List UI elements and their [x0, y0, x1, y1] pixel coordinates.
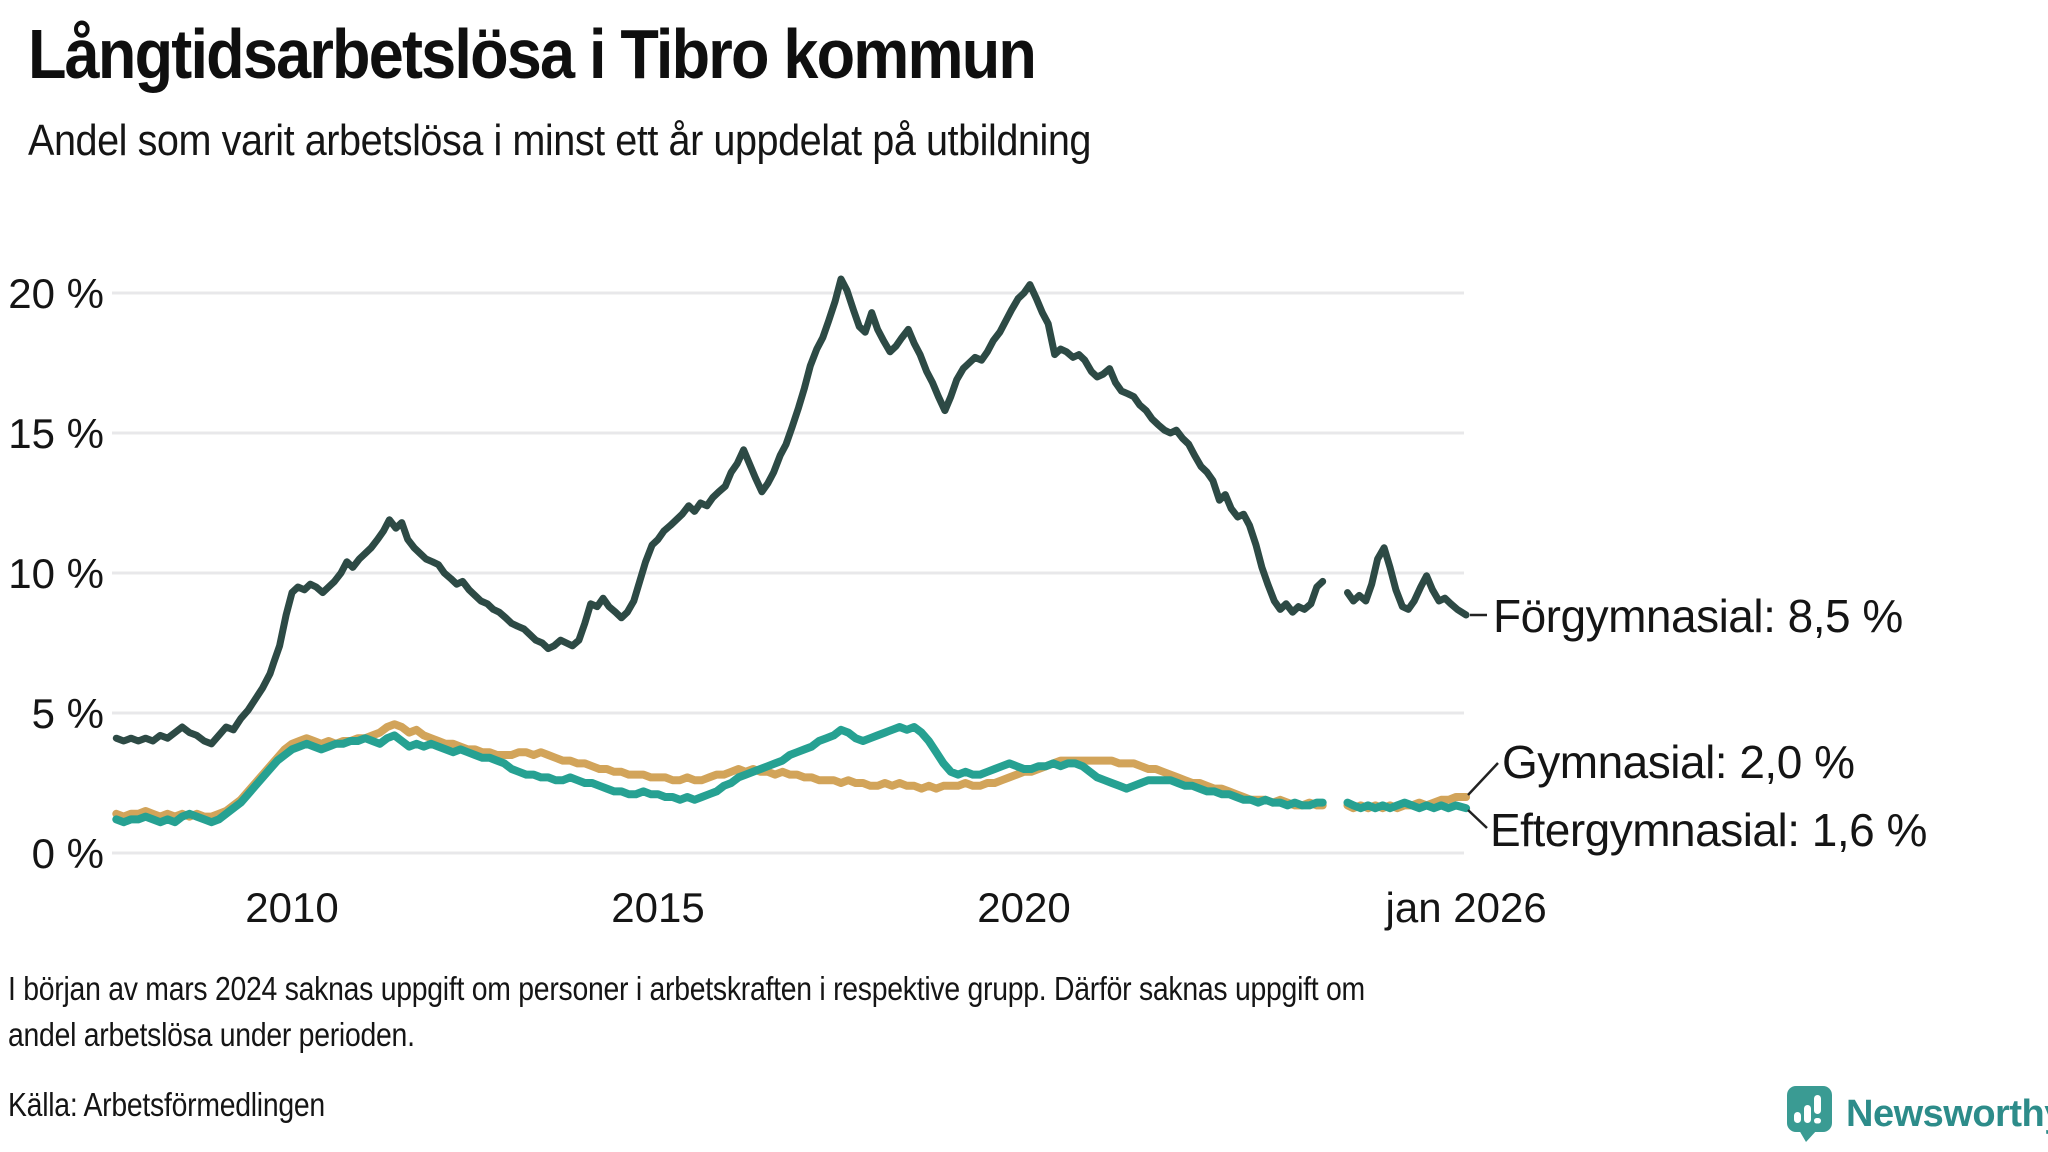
source-attribution: Källa: Arbetsförmedlingen [8, 1086, 325, 1123]
y-tick-label: 10 % [8, 550, 104, 597]
footnote: I början av mars 2024 saknas uppgift om … [8, 966, 1365, 1058]
y-axis: 20 % 15 % 10 % 5 % 0 % [8, 270, 104, 877]
connector-gymnasial [1467, 762, 1499, 796]
series-line-forgymnasial [1344, 544, 1470, 619]
page-subtitle: Andel som varit arbetslösa i minst ett å… [28, 116, 1092, 165]
x-tick-label: 2010 [245, 884, 338, 931]
label-connectors [1467, 613, 1499, 829]
footnote-line-2: andel arbetslösa under perioden. [8, 1016, 415, 1053]
series-line-gymnasial [112, 720, 1327, 821]
x-tick-label: jan 2026 [1384, 884, 1547, 931]
x-tick-label: 2020 [977, 884, 1070, 931]
series-end-labels: Förgymnasial: 8,5 % Gymnasial: 2,0 % Eft… [1490, 590, 1927, 856]
end-label-forgymnasial: Förgymnasial: 8,5 % [1493, 590, 1903, 642]
connector-eftergymnasial [1467, 809, 1488, 829]
x-tick-label: 2015 [611, 884, 704, 931]
x-axis: 2010 2015 2020 jan 2026 [245, 884, 1546, 931]
y-tick-label: 20 % [8, 270, 104, 317]
y-tick-label: 5 % [32, 690, 104, 737]
series-line-eftergymnasial [112, 723, 1327, 827]
page-title: Långtidsarbetslösa i Tibro kommun [28, 15, 1037, 93]
y-tick-label: 15 % [8, 410, 104, 457]
y-tick-label: 0 % [32, 830, 104, 877]
series-lines [112, 275, 1471, 827]
footnote-line-1: I början av mars 2024 saknas uppgift om … [8, 970, 1365, 1007]
series-line-eftergymnasial [1343, 798, 1471, 813]
gridlines [112, 291, 1464, 855]
newsworthy-brand: Newsworthy [1786, 1086, 2048, 1142]
end-label-eftergymnasial: Eftergymnasial: 1,6 % [1490, 804, 1927, 856]
newsworthy-logo-icon [1787, 1086, 1832, 1142]
newsworthy-brand-name: Newsworthy [1846, 1092, 2048, 1135]
series-line-forgymnasial [112, 275, 1327, 748]
end-label-gymnasial: Gymnasial: 2,0 % [1502, 736, 1854, 788]
